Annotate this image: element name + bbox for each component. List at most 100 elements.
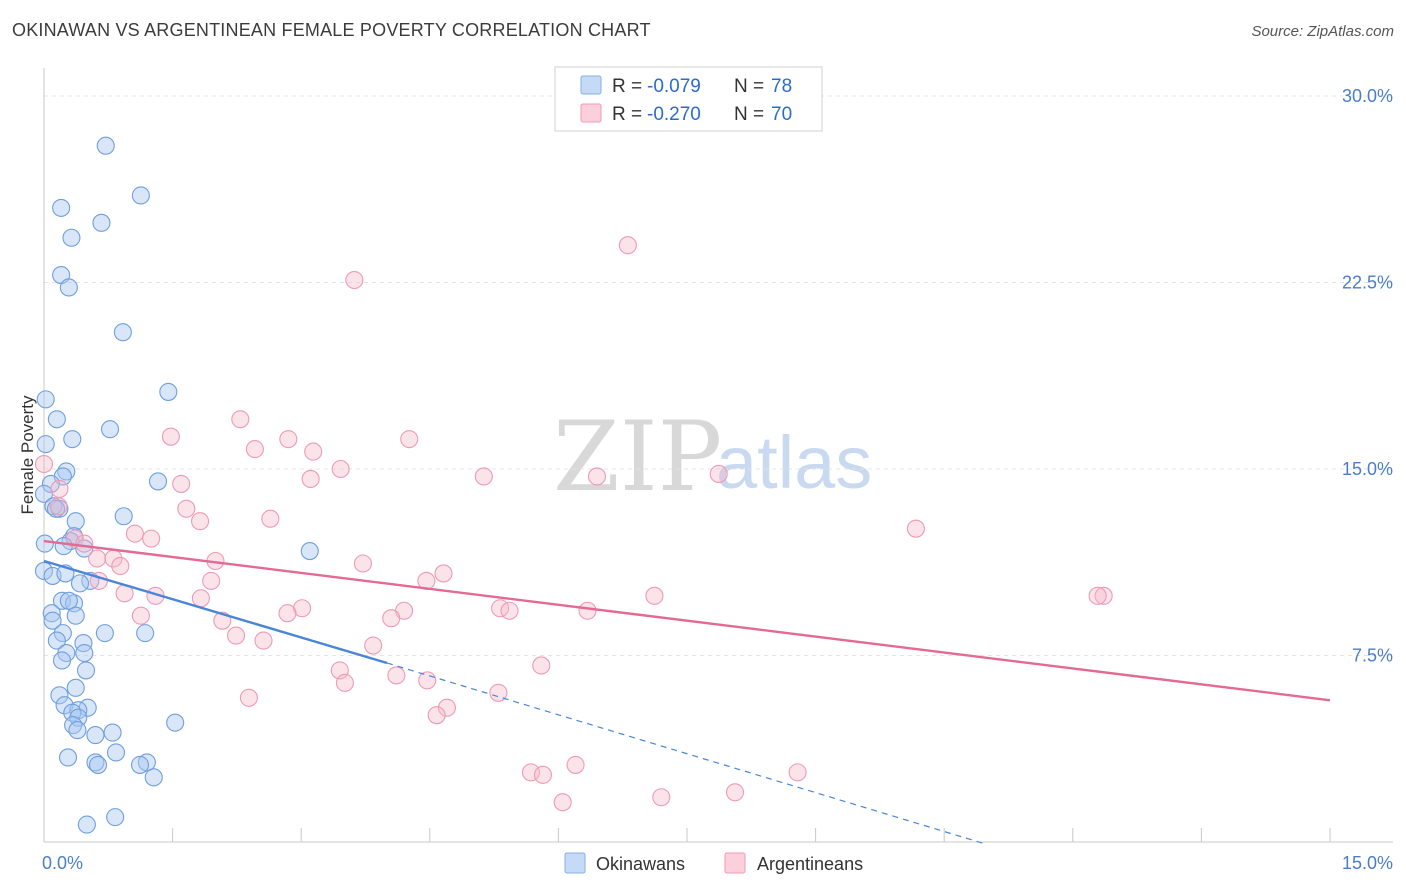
argentineans-point-19 bbox=[261, 509, 280, 528]
series-swatch-okinawans bbox=[564, 852, 586, 874]
okinawans-point-25 bbox=[35, 534, 54, 553]
argentineans-points bbox=[34, 236, 1113, 812]
okinawans-point-17 bbox=[41, 474, 60, 493]
argentineans-point-36 bbox=[645, 586, 664, 605]
argentineans-point-59 bbox=[437, 698, 456, 717]
argentineans-point-1 bbox=[345, 270, 364, 290]
argentineans-point-18 bbox=[190, 512, 210, 531]
argentineans-point-55 bbox=[418, 671, 437, 690]
argentineans-point-62 bbox=[521, 763, 541, 782]
okinawans-point-70 bbox=[77, 815, 96, 834]
argentineans-point-32 bbox=[202, 571, 221, 590]
okinawans-point-8 bbox=[159, 382, 178, 401]
argentineans-point-45 bbox=[278, 604, 297, 623]
legend-r-value-2: -0.270 bbox=[647, 104, 701, 125]
okinawans-point-22 bbox=[114, 507, 133, 526]
series-label-okinawans: Okinawans bbox=[596, 854, 685, 874]
series-label-argentineans: Argentineans bbox=[757, 854, 863, 874]
okinawans-point-46 bbox=[75, 643, 94, 663]
trend-lines bbox=[43, 539, 1331, 846]
argentineans-point-2 bbox=[231, 410, 250, 429]
okinawans-point-14 bbox=[57, 462, 76, 481]
y-tick-label-0: 7.5% bbox=[1352, 646, 1393, 666]
legend-swatch-argentineans bbox=[580, 103, 602, 123]
argentineans-point-3 bbox=[161, 427, 180, 446]
argentineans-point-15 bbox=[50, 479, 69, 498]
legend-n-label-2: N = bbox=[734, 104, 764, 125]
okinawans-point-35 bbox=[52, 591, 72, 610]
argentineans-point-66 bbox=[652, 788, 671, 807]
okinawans-point-13 bbox=[63, 430, 82, 449]
okinawans-point-21 bbox=[46, 499, 66, 518]
okinawans-point-3 bbox=[92, 213, 111, 232]
okinawans-point-34 bbox=[70, 574, 90, 593]
y-tick-label-1: 15.0% bbox=[1342, 459, 1393, 479]
argentineans-point-39 bbox=[191, 589, 210, 608]
legend-r-value-1: -0.079 bbox=[647, 76, 701, 97]
argentineans-point-29 bbox=[111, 556, 130, 576]
okinawans-point-49 bbox=[76, 661, 96, 680]
argentineans-point-61 bbox=[566, 755, 585, 774]
watermark-zip: ZIP bbox=[553, 401, 722, 513]
argentineans-point-52 bbox=[532, 656, 551, 675]
okinawans-point-50 bbox=[66, 678, 85, 697]
okinawans-point-57 bbox=[166, 713, 185, 732]
okinawans-point-12 bbox=[36, 435, 55, 454]
okinawans-point-39 bbox=[66, 606, 85, 625]
okinawans-point-66 bbox=[130, 755, 150, 774]
argentineans-point-16 bbox=[49, 497, 68, 516]
argentineans-point-57 bbox=[489, 683, 508, 702]
argentineans-point-43 bbox=[500, 601, 519, 620]
argentineans-point-40 bbox=[293, 599, 312, 618]
legend-swatch-okinawans bbox=[580, 75, 602, 95]
okinawans-point-15 bbox=[148, 472, 168, 491]
okinawans-point-20 bbox=[44, 497, 63, 516]
chart-title: OKINAWAN VS ARGENTINEAN FEMALE POVERTY C… bbox=[12, 20, 651, 40]
argentineans-point-28 bbox=[353, 554, 372, 573]
argentineans-point-46 bbox=[131, 606, 150, 625]
argentineans-trend-line bbox=[43, 539, 1331, 702]
argentineans-point-4 bbox=[279, 430, 298, 449]
correlation-legend: R = -0.079 N = 78 R = -0.270 N = 70 bbox=[554, 66, 823, 132]
okinawans-point-30 bbox=[34, 561, 54, 581]
argentineans-point-8 bbox=[331, 459, 350, 479]
argentineans-point-56 bbox=[335, 673, 354, 692]
argentineans-point-51 bbox=[364, 636, 383, 655]
argentineans-point-24 bbox=[142, 529, 161, 548]
argentineans-point-38 bbox=[1088, 586, 1107, 605]
x-tick-label-1: 15.0% bbox=[1342, 853, 1393, 873]
argentineans-point-23 bbox=[75, 534, 94, 553]
argentineans-point-44 bbox=[578, 601, 597, 620]
okinawans-point-43 bbox=[53, 624, 72, 643]
watermark: ZIP atlas bbox=[553, 401, 872, 513]
okinawans-point-59 bbox=[68, 721, 87, 740]
okinawans-point-38 bbox=[42, 604, 61, 623]
okinawans-trend-extension bbox=[386, 662, 988, 846]
okinawans-point-37 bbox=[59, 591, 78, 610]
argentineans-point-14 bbox=[34, 454, 54, 474]
argentineans-point-58 bbox=[239, 688, 258, 707]
okinawans-point-69 bbox=[106, 808, 125, 827]
okinawans-point-60 bbox=[103, 723, 122, 742]
argentineans-point-12 bbox=[301, 469, 320, 488]
y-tick-label-2: 22.5% bbox=[1342, 273, 1393, 293]
legend-n-label-1: N = bbox=[734, 76, 764, 97]
okinawans-point-45 bbox=[74, 634, 93, 653]
okinawans-points bbox=[34, 136, 319, 834]
okinawans-point-29 bbox=[300, 542, 319, 561]
okinawans-point-63 bbox=[58, 748, 78, 767]
argentineans-point-65 bbox=[725, 783, 745, 802]
legend-r-label-2: R = bbox=[612, 104, 642, 125]
argentineans-point-11 bbox=[709, 464, 728, 484]
argentineans-point-30 bbox=[434, 564, 453, 583]
x-tick-labels: 0.0% 15.0% bbox=[42, 853, 1393, 873]
argentineans-point-67 bbox=[553, 793, 572, 812]
okinawans-point-61 bbox=[86, 726, 105, 745]
okinawans-point-67 bbox=[88, 755, 108, 774]
argentineans-point-47 bbox=[382, 609, 401, 628]
okinawans-point-2 bbox=[52, 198, 71, 217]
legend-n-value-2: 70 bbox=[771, 104, 792, 125]
y-tick-labels: 7.5% 15.0% 22.5% 30.0% bbox=[1342, 86, 1393, 666]
okinawans-point-6 bbox=[59, 278, 78, 297]
